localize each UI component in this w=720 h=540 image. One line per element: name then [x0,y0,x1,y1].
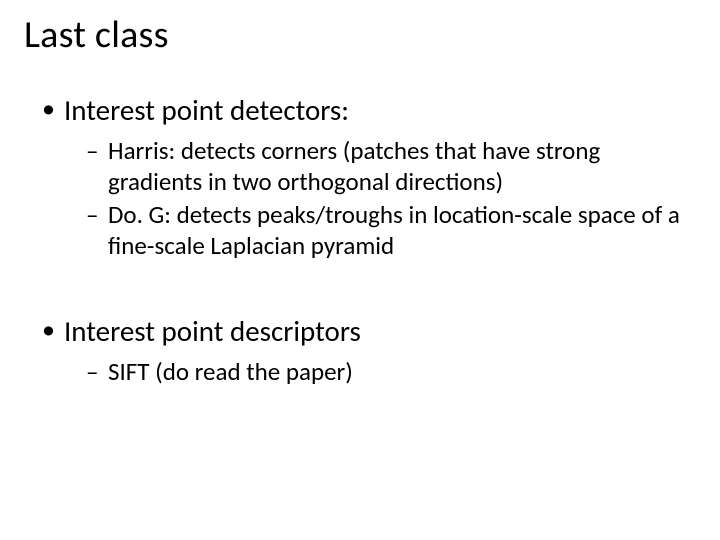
slide-container: { "title": "Last class", "bullets": [ { … [0,0,720,540]
list-item-text: Do. G: detects peaks/troughs in location… [108,199,680,261]
list-item: Do. G: detects peaks/troughs in location… [86,199,692,261]
list-item-text: Harris: detects corners (patches that ha… [108,135,600,197]
list-item-text: SIFT (do read the paper) [108,356,353,387]
list-item-text: Interest point detectors: [64,92,349,128]
list-item: Harris: detects corners (patches that ha… [86,135,692,197]
bullet-list-level2: SIFT (do read the paper) [64,356,692,387]
list-item: Interest point descriptors SIFT (do read… [36,313,692,387]
slide-body: Interest point detectors: Harris: detect… [28,92,692,387]
list-item: Interest point detectors: Harris: detect… [36,92,692,261]
bullet-list-level1: Interest point descriptors SIFT (do read… [36,313,692,387]
bullet-list-level2: Harris: detects corners (patches that ha… [64,135,692,261]
spacer [36,267,692,313]
bullet-list-level1: Interest point detectors: Harris: detect… [36,92,692,261]
list-item-text: Interest point descriptors [64,313,361,349]
list-item: SIFT (do read the paper) [86,356,692,387]
slide-title: Last class [24,12,692,58]
